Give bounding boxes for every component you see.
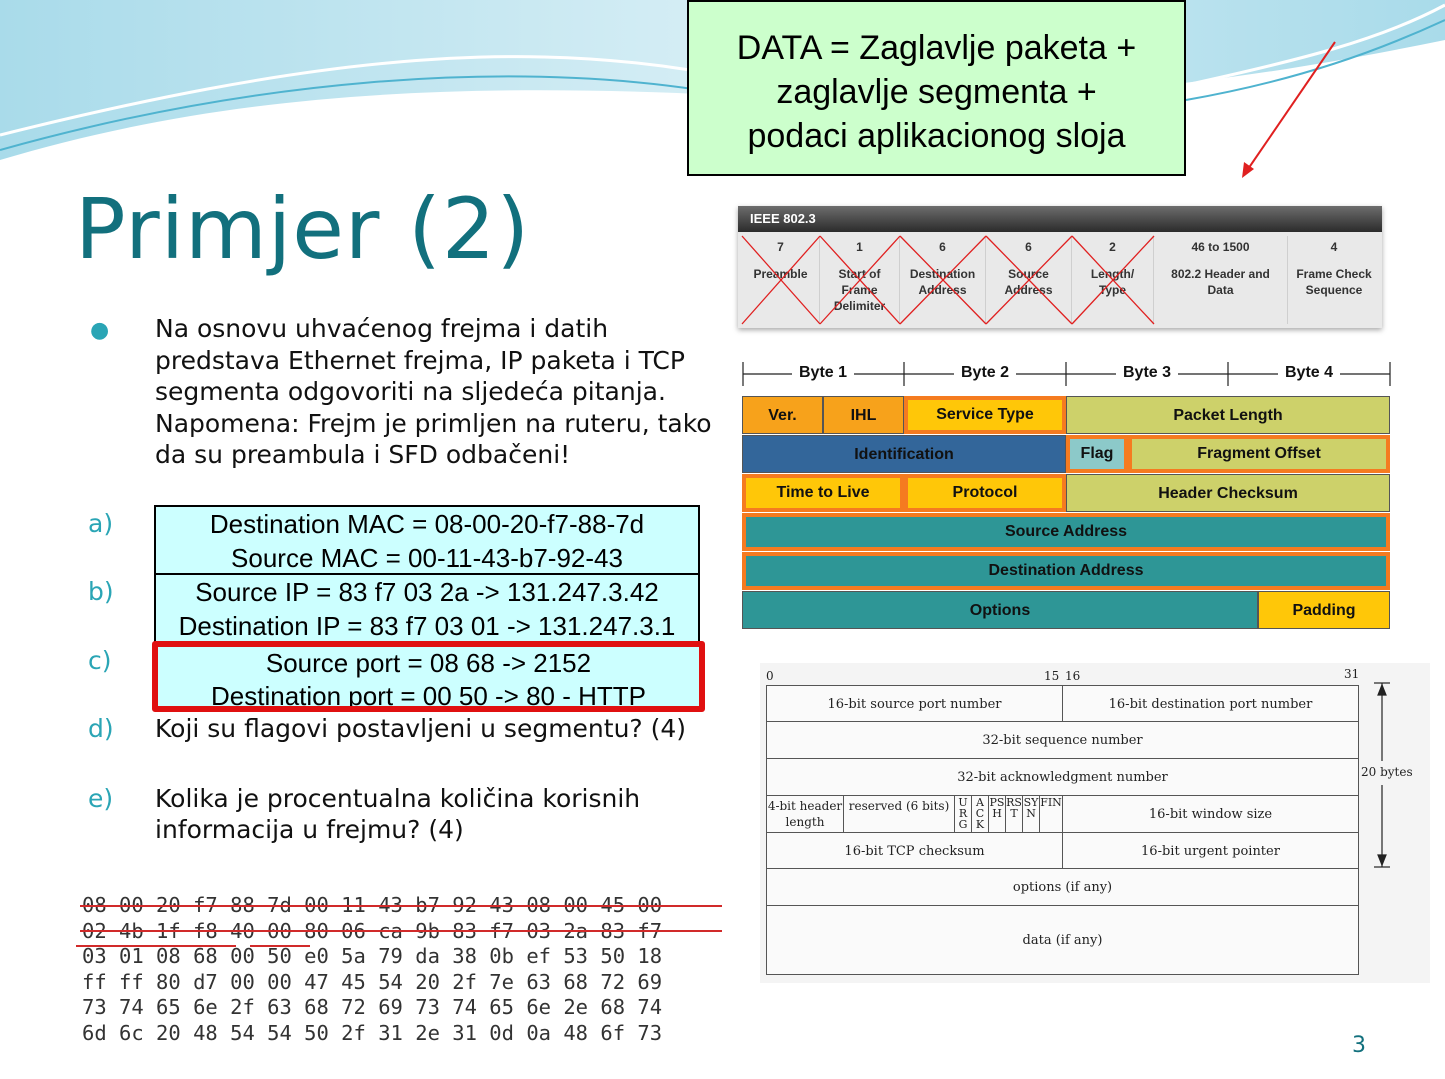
byte-ruler — [742, 362, 1391, 386]
question-marker-b: b) — [88, 577, 114, 606]
byte-label-2: Byte 2 — [960, 364, 1010, 381]
ip-field-packet-length: Packet Length — [1066, 396, 1390, 434]
eth-field-label: Start of Frame Delimiter — [833, 267, 886, 313]
ip-field-destination-address: Destination Address — [742, 552, 1390, 590]
byte-label-4: Byte 4 — [1284, 364, 1334, 381]
hex-line: 6d 6c 20 48 54 54 50 2f 31 2e 31 0d 0a 4… — [82, 1020, 663, 1045]
answer-box-b: Source IP = 83 f7 03 2a -> 131.247.3.42 … — [154, 573, 700, 643]
hex-line: 03 01 08 68 00 50 e0 5a 79 da 38 0b ef 5… — [82, 944, 663, 968]
question-marker-c: c) — [88, 646, 112, 675]
tcp-field-window: 16-bit window size — [1062, 795, 1359, 833]
underline-dst-port — [250, 945, 310, 947]
page-title: Primjer (2) — [75, 180, 531, 278]
eth-field-size: 46 to 1500 — [1191, 240, 1250, 254]
question-e-text: Kolika je procentualna količina korisnih… — [155, 784, 641, 844]
ip-field-protocol: Protocol — [904, 474, 1066, 512]
page-number: 3 — [1352, 1033, 1366, 1058]
tcp-flag-psh: PSH — [988, 795, 1006, 833]
eth-field-label: Preamble — [753, 267, 808, 281]
callout-arrow — [1242, 41, 1336, 178]
eth-field-size: 6 — [939, 240, 946, 254]
tcp-field-data: data (if any) — [766, 905, 1359, 975]
eth-field-size: 7 — [777, 240, 784, 254]
ethernet-frame-header: IEEE 802.3 — [738, 206, 1382, 232]
tcp-flag-urg: URG — [954, 795, 972, 833]
eth-field-label: 802.2 Header and Data — [1171, 267, 1270, 297]
tcp-field-sequence: 32-bit sequence number — [766, 721, 1359, 759]
byte-label-3: Byte 3 — [1122, 364, 1172, 381]
eth-field-sfd: 1 Start of Frame Delimiter — [820, 236, 900, 324]
question-d-text: Koji su flagovi postavljeni u segmentu? … — [155, 714, 687, 743]
ip-header-diagram: Byte 1 Byte 2 Byte 3 Byte 4 Ver. IHL Ser… — [742, 356, 1392, 632]
answer-box-c: Source port = 08 68 -> 2152 Destination … — [152, 641, 705, 712]
hex-dump: 08 00 20 f7 88 7d 00 11 43 b7 92 43 08 0… — [82, 893, 662, 1046]
eth-field-data: 46 to 1500 802.2 Header and Data — [1154, 236, 1288, 324]
hex-line: ff ff 80 d7 00 00 47 45 54 20 2f 7e 63 6… — [82, 969, 663, 994]
answer-b-line-1: Source IP = 83 f7 03 2a -> 131.247.3.42 — [195, 577, 659, 607]
answer-box-a: Destination MAC = 08-00-20-f7-88-7d Sour… — [154, 505, 700, 575]
ip-field-service-type: Service Type — [904, 396, 1066, 434]
byte-label-1: Byte 1 — [798, 364, 848, 381]
question-marker-d: d) — [88, 714, 114, 743]
tcp-flag-fin: FIN — [1039, 795, 1063, 833]
callout-line-1: DATA = Zaglavlje paketa + — [736, 29, 1137, 67]
answer-c-line-2: Destination port = 00 50 -> 80 - HTTP — [211, 681, 646, 711]
tcp-header-diagram: 0 15 16 31 16-bit source port number 16-… — [760, 663, 1430, 983]
tcp-field-ack: 32-bit acknowledgment number — [766, 758, 1359, 796]
ip-field-ttl: Time to Live — [742, 474, 904, 512]
answer-b-line-2: Destination IP = 83 f7 03 01 -> 131.247.… — [178, 611, 676, 641]
eth-field-size: 1 — [856, 240, 863, 254]
eth-field-fcs: 4 Frame Check Sequence — [1288, 236, 1380, 324]
ip-field-source-address: Source Address — [742, 513, 1390, 551]
underline-ip-ports — [76, 945, 236, 947]
ip-field-flag: Flag — [1066, 435, 1128, 473]
callout-line-2: zaglavlje segmenta + — [776, 73, 1097, 111]
eth-field-size: 4 — [1330, 240, 1338, 254]
strike-line-1 — [80, 905, 722, 907]
answer-a-line-2: Source MAC = 00-11-43-b7-92-43 — [231, 543, 623, 573]
twenty-bytes-bracket — [1374, 682, 1390, 868]
bit-label-16: 16 — [1065, 669, 1081, 683]
question-marker-e: e) — [88, 784, 114, 813]
tcp-field-header-length: 4-bit header length — [766, 795, 844, 833]
answer-a-line-1: Destination MAC = 08-00-20-f7-88-7d — [209, 509, 645, 539]
tcp-field-destination-port: 16-bit destination port number — [1062, 685, 1359, 722]
ip-field-fragment-offset: Fragment Offset — [1128, 435, 1390, 473]
ip-field-padding: Padding — [1258, 591, 1390, 629]
data-callout-box: DATA = Zaglavlje paketa + zaglavlje segm… — [687, 0, 1186, 176]
strike-line-2 — [80, 930, 722, 932]
ip-field-version: Ver. — [742, 396, 823, 434]
bit-label-0: 0 — [766, 669, 774, 683]
question-marker-a: a) — [88, 509, 114, 538]
tcp-flag-ack: ACK — [971, 795, 989, 833]
ip-field-identification: Identification — [742, 435, 1066, 473]
twenty-bytes-label: 20 bytes — [1361, 765, 1413, 779]
tcp-flag-syn: SYN — [1022, 795, 1040, 833]
callout-line-3: podaci aplikacionog sloja — [747, 117, 1126, 155]
eth-field-size: 6 — [1025, 240, 1032, 254]
tcp-field-reserved: reserved (6 bits) — [843, 795, 955, 833]
bullet-icon: ● — [90, 318, 110, 343]
tcp-field-checksum: 16-bit TCP checksum — [766, 832, 1063, 869]
tcp-field-urgent-pointer: 16-bit urgent pointer — [1062, 832, 1359, 869]
hex-line: 73 74 65 6e 2f 63 68 72 69 73 74 65 6e 2… — [82, 995, 663, 1019]
ethernet-frame-diagram: IEEE 802.3 7 Preamble 1 Start of Frame D… — [738, 206, 1382, 328]
ip-field-ihl: IHL — [823, 396, 904, 434]
intro-text: Na osnovu uhvaćenog frejma i datih preds… — [155, 314, 712, 469]
eth-field-label: Frame Check Sequence — [1296, 267, 1372, 297]
tcp-flag-rst: RST — [1005, 795, 1023, 833]
eth-field-preamble: 7 Preamble — [742, 236, 820, 324]
eth-cross-out-marks — [741, 235, 1155, 325]
eth-field-size: 2 — [1109, 240, 1116, 254]
answer-c-line-1: Source port = 08 68 -> 2152 — [265, 648, 592, 678]
ip-field-header-checksum: Header Checksum — [1066, 474, 1390, 512]
bit-label-15: 15 — [1044, 669, 1060, 683]
ip-field-options: Options — [742, 591, 1258, 629]
tcp-field-options: options (if any) — [766, 868, 1359, 906]
tcp-field-source-port: 16-bit source port number — [766, 685, 1063, 722]
bit-label-31: 31 — [1344, 667, 1360, 681]
